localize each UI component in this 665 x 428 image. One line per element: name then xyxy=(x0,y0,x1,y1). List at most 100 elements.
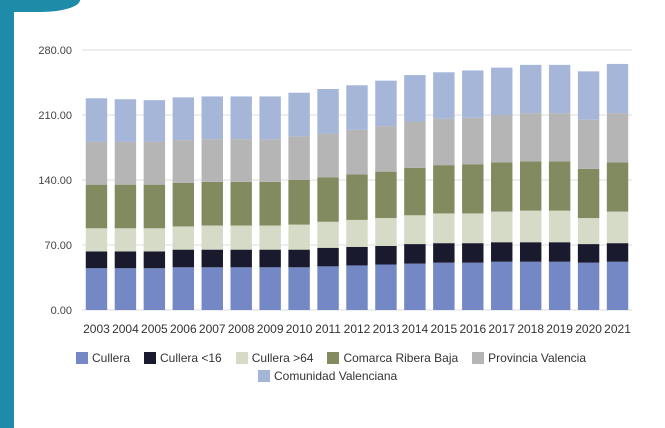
legend-label: Provincia Valencia xyxy=(488,351,586,365)
bar-segment-cullera-64-2014 xyxy=(404,215,426,245)
x-tick-label: 2012 xyxy=(344,322,371,336)
bar-segment-cullera-2016 xyxy=(462,262,484,310)
x-tick-label: 2005 xyxy=(141,322,168,336)
bar-segment-provincia-valencia-2015 xyxy=(433,118,455,166)
bar-segment-cullera-2020 xyxy=(577,262,600,310)
bar-segment-provincia-valencia-2010 xyxy=(288,136,310,180)
bar-segment-comarca-ribera-baja-2007 xyxy=(201,181,223,226)
bar-segment-cullera-2018 xyxy=(519,261,542,310)
bar-segment-cullera-64-2012 xyxy=(346,219,368,247)
legend-swatch xyxy=(258,370,270,382)
bar-segment-comunidad-valenciana-2013 xyxy=(375,80,397,127)
bar-segment-provincia-valencia-2014 xyxy=(404,121,426,168)
bar-segment-provincia-valencia-2020 xyxy=(577,119,600,169)
bar-segment-provincia-valencia-2019 xyxy=(548,113,571,162)
left-frame-bar xyxy=(0,0,14,428)
bar-segment-cullera-64-2020 xyxy=(577,218,600,245)
bar-segment-cullera-2012 xyxy=(346,265,368,310)
bar-segment-provincia-valencia-2005 xyxy=(143,141,166,185)
bar-segment-cullera-16-2010 xyxy=(288,249,310,268)
x-tick-label: 2014 xyxy=(402,322,429,336)
bar-segment-cullera-2013 xyxy=(375,264,397,310)
bar-segment-cullera-16-2016 xyxy=(462,243,484,263)
x-tick-label: 2015 xyxy=(430,322,457,336)
bar-segment-cullera-16-2004 xyxy=(114,251,137,269)
bar-segment-comunidad-valenciana-2015 xyxy=(433,72,455,119)
x-tick-label: 2018 xyxy=(517,322,544,336)
y-tick-label: 70.00 xyxy=(44,240,72,252)
bar-segment-cullera-64-2016 xyxy=(462,213,484,244)
y-tick-label: 140.00 xyxy=(38,175,72,187)
bar-segment-cullera-16-2014 xyxy=(404,244,426,264)
bar-segment-comarca-ribera-baja-2013 xyxy=(375,171,397,219)
x-tick-label: 2016 xyxy=(459,322,486,336)
bar-segment-cullera-16-2005 xyxy=(143,251,166,269)
x-tick-label: 2011 xyxy=(315,322,341,336)
x-tick-label: 2017 xyxy=(488,322,515,336)
bar-segment-cullera-64-2018 xyxy=(519,210,542,243)
bar-segment-cullera-2017 xyxy=(491,261,513,310)
bar-segment-provincia-valencia-2009 xyxy=(259,139,281,182)
bar-segment-provincia-valencia-2006 xyxy=(172,140,195,183)
bar-segment-comunidad-valenciana-2003 xyxy=(85,98,108,142)
bar-segment-cullera-2004 xyxy=(114,268,137,310)
bar-segment-comunidad-valenciana-2018 xyxy=(519,64,542,114)
bar-segment-cullera-16-2007 xyxy=(201,249,223,268)
bar-segment-cullera-64-2021 xyxy=(606,211,629,244)
legend-row: Cullera Cullera <16 Cullera >64 Comarca Rib… xyxy=(76,349,636,367)
bar-segment-cullera-64-2007 xyxy=(201,225,223,250)
bar-segment-cullera-2008 xyxy=(230,267,252,310)
x-tick-label: 2006 xyxy=(170,322,197,336)
y-tick-label: 210.00 xyxy=(38,110,72,122)
bar-segment-cullera-2019 xyxy=(548,261,571,310)
bar-segment-cullera-16-2012 xyxy=(346,246,368,266)
legend-item: Comunidad Valenciana xyxy=(258,367,397,385)
bar-segment-comarca-ribera-baja-2006 xyxy=(172,182,195,227)
bar-segment-provincia-valencia-2012 xyxy=(346,129,368,175)
x-tick-label: 2020 xyxy=(575,322,602,336)
legend-label: Cullera xyxy=(92,351,131,365)
bar-segment-cullera-64-2011 xyxy=(317,221,339,248)
bar-segment-cullera-16-2019 xyxy=(548,242,571,262)
legend-item: Cullera xyxy=(76,349,130,367)
bar-segment-cullera-16-2011 xyxy=(317,247,339,267)
bar-segment-comarca-ribera-baja-2003 xyxy=(85,184,108,229)
bar-segment-cullera-2003 xyxy=(85,268,108,310)
bar-segment-cullera-16-2020 xyxy=(577,244,600,263)
bar-segment-comunidad-valenciana-2005 xyxy=(143,100,166,142)
x-tick-label: 2019 xyxy=(546,322,573,336)
bar-segment-comunidad-valenciana-2004 xyxy=(114,99,137,142)
bar-segment-cullera-16-2017 xyxy=(491,242,513,262)
bar-segment-cullera-2009 xyxy=(259,267,281,310)
bar-segment-provincia-valencia-2008 xyxy=(230,139,252,182)
legend-label: Cullera <16 xyxy=(160,351,222,365)
bar-segment-cullera-64-2017 xyxy=(491,211,513,243)
bar-segment-cullera-64-2004 xyxy=(114,228,137,252)
bar-segment-cullera-64-2010 xyxy=(288,224,310,250)
bar-segment-provincia-valencia-2003 xyxy=(85,141,108,185)
bar-segment-provincia-valencia-2017 xyxy=(491,115,513,163)
legend-item: Comarca Ribera Baja xyxy=(327,349,458,367)
legend-item: Provincia Valencia xyxy=(472,349,586,367)
bar-segment-comunidad-valenciana-2021 xyxy=(606,63,629,114)
bar-segment-comarca-ribera-baja-2020 xyxy=(577,168,600,219)
legend-swatch xyxy=(144,352,157,364)
bar-segment-cullera-2011 xyxy=(317,266,339,310)
bar-segment-provincia-valencia-2004 xyxy=(114,141,137,185)
bar-segment-comarca-ribera-baja-2016 xyxy=(462,164,484,214)
bar-segment-comunidad-valenciana-2016 xyxy=(462,70,484,118)
bar-segment-provincia-valencia-2011 xyxy=(317,133,339,178)
x-tick-label: 2013 xyxy=(373,322,400,336)
bar-segment-cullera-64-2003 xyxy=(85,228,108,252)
bar-segment-comarca-ribera-baja-2011 xyxy=(317,177,339,222)
bar-segment-comarca-ribera-baja-2004 xyxy=(114,184,137,229)
bar-segment-comunidad-valenciana-2010 xyxy=(288,92,310,137)
y-tick-label: 280.00 xyxy=(38,45,72,57)
x-tick-label: 2009 xyxy=(257,322,284,336)
bar-segment-cullera-64-2009 xyxy=(259,225,281,250)
legend-swatch xyxy=(327,352,340,364)
bar-segment-provincia-valencia-2013 xyxy=(375,126,397,172)
legend-label: Comunidad Valenciana xyxy=(274,369,398,383)
bar-segment-cullera-2015 xyxy=(433,262,455,310)
